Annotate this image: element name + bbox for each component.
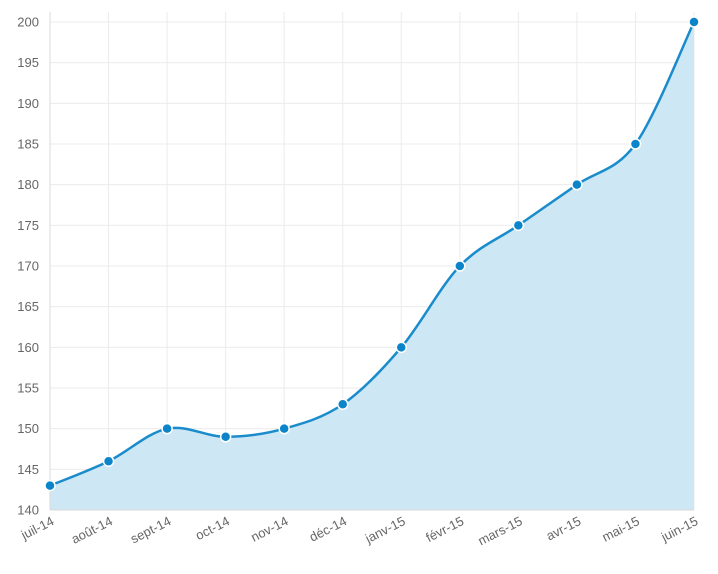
y-tick-label: 140: [17, 503, 39, 518]
x-tick-label: nov-14: [248, 513, 290, 544]
y-tick-label: 145: [17, 462, 39, 477]
x-tick-label: juin-15: [658, 513, 700, 545]
y-tick-label: 175: [17, 218, 39, 233]
y-tick-label: 165: [17, 299, 39, 314]
data-point-mars-15: [512, 219, 525, 232]
data-point-mai-15: [629, 138, 642, 150]
data-point-févr-15: [454, 260, 466, 272]
data-point-juin-15: [688, 16, 700, 28]
x-tick-label: avr-15: [544, 513, 584, 543]
data-points: [44, 16, 700, 492]
x-tick-label: mars-15: [475, 513, 524, 548]
axes: [49, 12, 694, 511]
x-tick-label: févr-15: [423, 513, 466, 545]
y-tick-label: 155: [17, 381, 39, 396]
y-tick-label: 195: [17, 55, 39, 70]
data-point-août-14: [102, 455, 115, 467]
x-tick-label: déc-14: [307, 513, 349, 544]
x-tick-label: mai-15: [600, 513, 642, 544]
data-point-déc-14: [336, 398, 349, 411]
x-tick-label: août-14: [69, 513, 115, 546]
data-point-oct-14: [219, 431, 232, 443]
x-tick-label: sept-14: [128, 513, 173, 546]
x-tick-label: oct-14: [193, 513, 232, 543]
data-point-janv-15: [395, 341, 408, 354]
y-tick-label: 150: [17, 421, 39, 436]
data-point-sept-14: [161, 422, 173, 435]
y-tick-label: 200: [17, 15, 39, 30]
series-area: [50, 22, 694, 510]
y-tick-label: 170: [17, 259, 39, 274]
x-tick-label: janv-15: [362, 513, 408, 546]
data-point-juil-14: [44, 479, 56, 492]
data-point-nov-14: [278, 422, 290, 435]
y-tick-label: 190: [17, 96, 39, 111]
data-point-avr-15: [571, 178, 583, 191]
x-tick-label: juil-14: [18, 513, 57, 543]
y-tick-label: 160: [17, 340, 39, 355]
y-axis-tick-labels: 140 145 150 155 160 165 170 175 180 185 190 195 200: [17, 15, 39, 518]
y-tick-label: 185: [17, 137, 39, 152]
y-tick-label: 180: [17, 177, 39, 192]
x-axis-tick-labels: juil-14 août-14 sept-14 oct-14 nov-14 déc-14 j…: [18, 513, 701, 548]
